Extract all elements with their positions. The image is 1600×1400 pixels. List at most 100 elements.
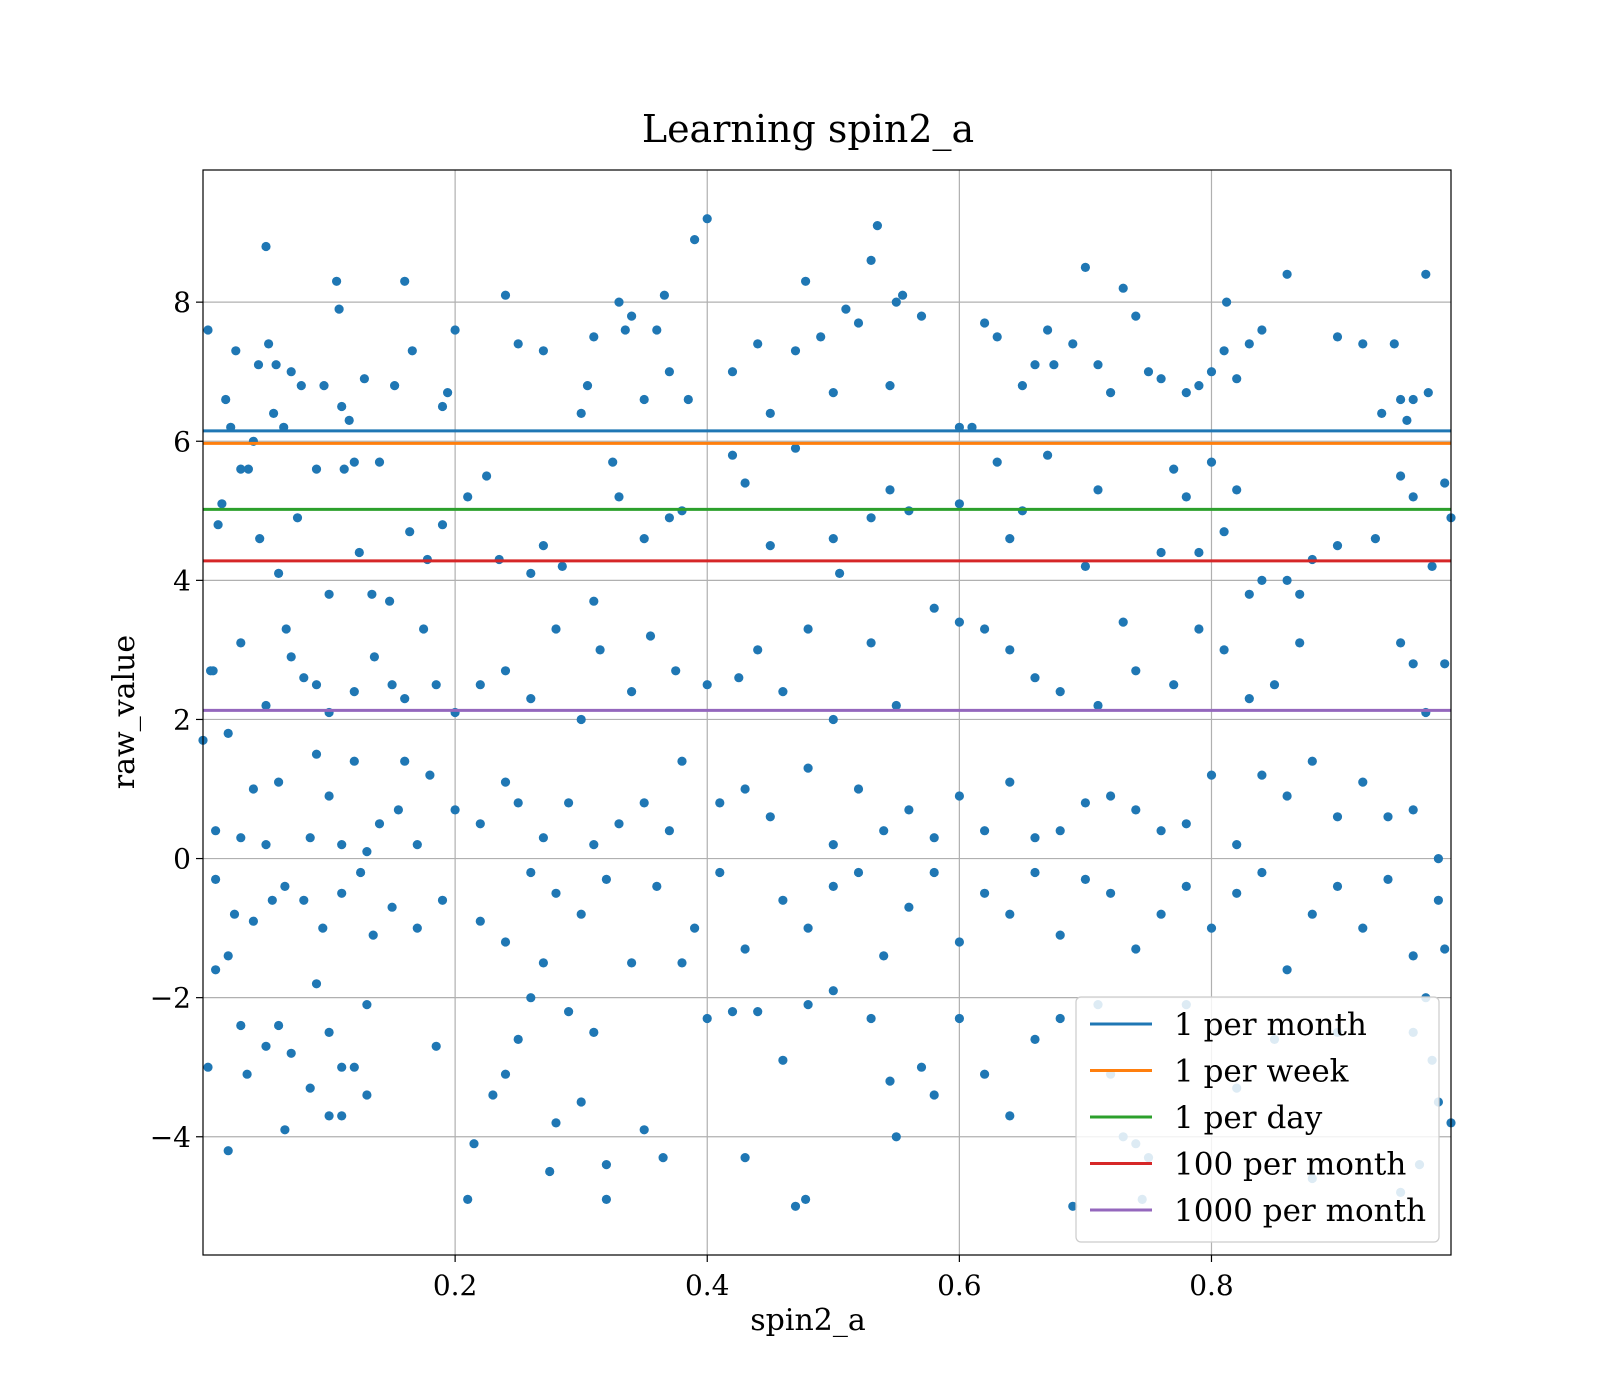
scatter-point	[576, 909, 586, 919]
scatter-point	[339, 464, 349, 474]
scatter-point	[1169, 680, 1179, 690]
scatter-point	[1257, 867, 1267, 878]
scatter-point	[885, 381, 895, 391]
scatter-point	[652, 881, 662, 892]
scatter-point	[1181, 881, 1191, 892]
y-tick-label: 6	[173, 425, 191, 458]
scatter-point	[1181, 819, 1191, 829]
scatter-point	[916, 311, 927, 321]
scatter-point	[236, 833, 246, 843]
scatter-point	[1421, 269, 1431, 279]
scatter-point	[203, 1062, 213, 1072]
scatter-point	[269, 408, 279, 418]
x-tick-label: 0.2	[433, 1269, 478, 1302]
scatter-point	[866, 638, 876, 648]
scatter-point	[412, 840, 422, 850]
scatter-point	[412, 923, 422, 933]
scatter-point	[765, 812, 775, 822]
scatter-point	[213, 520, 223, 530]
scatter-point	[500, 937, 511, 947]
scatter-point	[1257, 575, 1267, 586]
scatter-point	[645, 631, 656, 641]
scatter-point	[475, 819, 485, 829]
scatter-point	[803, 624, 813, 634]
legend-label: 1 per month	[1174, 1007, 1367, 1043]
scatter-point	[374, 457, 385, 467]
scatter-point	[359, 374, 369, 384]
scatter-point	[690, 235, 700, 245]
legend-label: 1 per day	[1174, 1100, 1323, 1136]
scatter-point	[236, 638, 246, 648]
scatter-point	[803, 1000, 813, 1010]
scatter-point	[500, 777, 511, 787]
y-tick-label: −4	[150, 1121, 191, 1154]
scatter-point	[765, 408, 775, 418]
scatter-point	[980, 826, 990, 836]
scatter-point	[828, 840, 838, 850]
scatter-point	[1005, 777, 1015, 787]
scatter-point	[463, 492, 473, 502]
scatter-point	[437, 520, 448, 530]
scatter-point	[1093, 360, 1103, 370]
scatter-point	[816, 332, 826, 342]
scatter-point	[324, 1027, 334, 1037]
scatter-point	[778, 895, 788, 905]
scatter-point	[538, 958, 549, 968]
scatter-point	[286, 367, 296, 377]
scatter-point	[223, 1146, 233, 1156]
scatter-point	[1408, 659, 1418, 669]
scatter-point	[576, 1097, 586, 1107]
scatter-point	[1030, 833, 1040, 843]
scatter-point	[349, 457, 359, 467]
scatter-point	[274, 568, 284, 579]
scatter-point	[513, 339, 523, 349]
y-tick-label: 4	[173, 564, 191, 597]
scatter-point	[1156, 374, 1166, 384]
scatter-point	[1358, 923, 1368, 933]
scatter-point	[311, 749, 322, 759]
scatter-point	[614, 297, 624, 307]
scatter-point	[211, 826, 221, 836]
scatter-point	[337, 840, 347, 850]
scatter-point	[1440, 659, 1450, 669]
scatter-point	[595, 645, 605, 655]
scatter-point	[1068, 339, 1078, 349]
scatter-point	[1131, 666, 1141, 676]
scatter-point	[753, 1007, 763, 1017]
scatter-point	[354, 547, 364, 558]
scatter-point	[538, 346, 549, 356]
scatter-point	[828, 714, 838, 725]
scatter-point	[652, 325, 662, 335]
x-axis-label: spin2_a	[750, 1303, 866, 1338]
scatter-point	[828, 534, 838, 544]
scatter-point	[1370, 534, 1380, 544]
scatter-point	[627, 958, 637, 968]
scatter-point	[954, 499, 965, 509]
scatter-point	[954, 791, 965, 801]
scatter-point	[332, 276, 342, 286]
y-tick-label: 2	[173, 703, 191, 736]
scatter-point	[1433, 854, 1443, 864]
scatter-point	[1080, 798, 1090, 808]
scatter-point	[1093, 485, 1103, 495]
scatter-point	[281, 624, 291, 634]
scatter-point	[1358, 777, 1368, 787]
scatter-point	[898, 290, 908, 300]
scatter-point	[1222, 297, 1232, 307]
scatter-point	[576, 714, 586, 725]
scatter-point	[390, 381, 400, 391]
scatter-point	[753, 339, 763, 349]
scatter-point	[627, 687, 637, 697]
scatter-point	[261, 241, 271, 252]
scatter-point	[727, 450, 738, 460]
scatter-point	[221, 394, 231, 405]
scatter-point	[337, 1111, 347, 1121]
scatter-point	[538, 541, 549, 551]
x-tick-label: 0.4	[685, 1269, 730, 1302]
scatter-points	[198, 214, 1456, 1211]
scatter-point	[980, 318, 990, 328]
scatter-point	[1043, 450, 1053, 460]
scatter-point	[765, 541, 775, 551]
scatter-point	[639, 394, 649, 405]
scatter-point	[1131, 805, 1141, 815]
